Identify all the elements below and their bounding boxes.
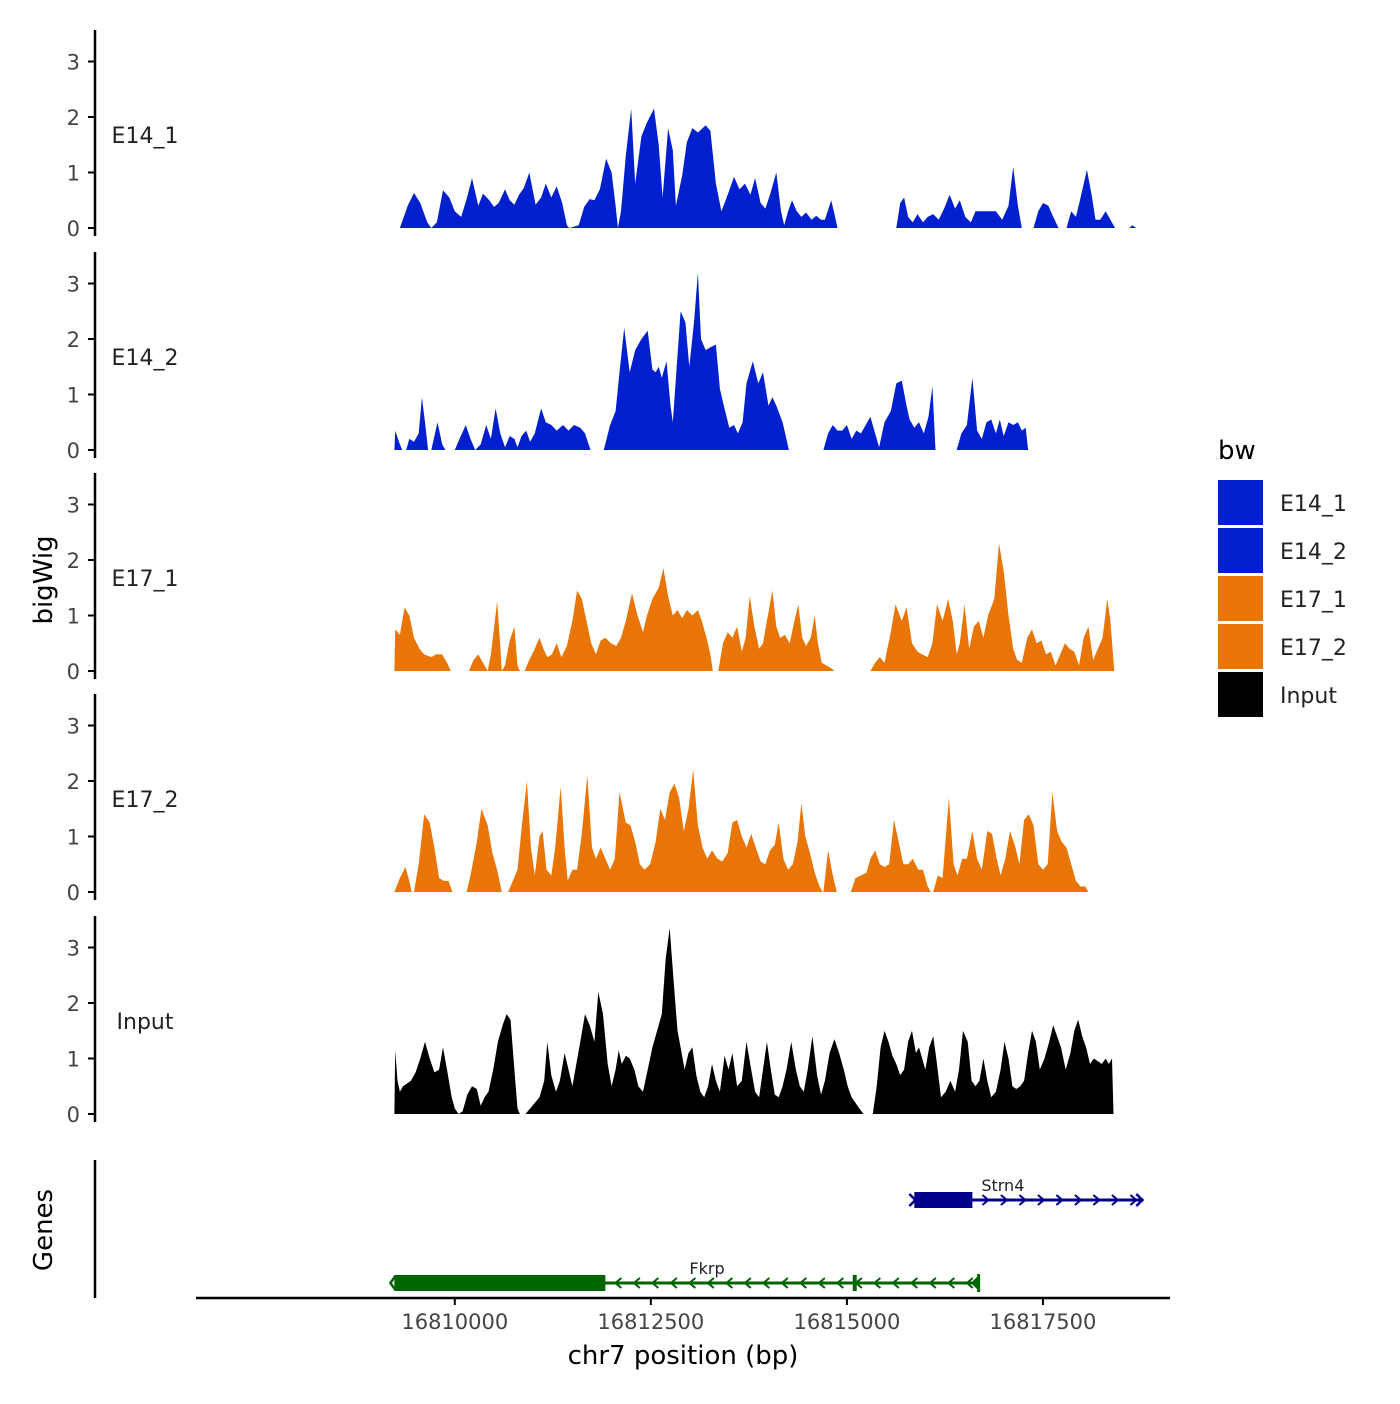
- legend-swatch: [1218, 528, 1263, 573]
- strand-arrow: [908, 1193, 918, 1207]
- track-e14-2: 0 1 2 3 E14_2: [67, 252, 1029, 463]
- strand-arrow: [1111, 1194, 1120, 1206]
- legend-item-e14-2: E14_2: [1218, 528, 1347, 573]
- y-tick-label: 3: [67, 494, 80, 518]
- strand-arrow: [1092, 1194, 1101, 1206]
- x-tick-label: 16810000: [401, 1310, 508, 1334]
- y-tick-label: 2: [67, 770, 80, 794]
- y-tick-label: 1: [67, 384, 80, 408]
- track-input: 0 1 2 3 Input: [67, 916, 1114, 1127]
- legend-label: E17_1: [1280, 588, 1347, 613]
- strand-arrow: [1055, 1194, 1064, 1206]
- genes-axis-title: Genes: [29, 1189, 59, 1271]
- strand-arrow: [909, 1277, 919, 1289]
- gene-cds-block: [394, 1275, 606, 1291]
- y-tick-label: 3: [67, 273, 80, 297]
- strand-arrow: [946, 1277, 956, 1289]
- strand-arrow: [817, 1277, 826, 1289]
- y-tick-label: 0: [67, 1103, 80, 1127]
- strand-arrow: [388, 1275, 397, 1291]
- strand-arrow: [706, 1277, 715, 1289]
- gene-cds-block: [914, 1192, 973, 1208]
- legend-label: Input: [1280, 684, 1337, 709]
- strand-arrow: [872, 1277, 882, 1289]
- legend-item-e17-1: E17_1: [1218, 576, 1347, 621]
- signal-area: [394, 769, 1089, 892]
- x-tick-label: 16815000: [793, 1310, 900, 1334]
- y-tick-label: 1: [67, 605, 80, 629]
- legend-label: E17_2: [1280, 636, 1347, 661]
- strand-arrow: [1037, 1194, 1046, 1206]
- track-label: Input: [117, 1010, 174, 1035]
- signal-area: [394, 928, 1114, 1114]
- strand-arrow: [632, 1277, 641, 1289]
- x-tick-label: 16812500: [597, 1310, 704, 1334]
- y-tick-label: 3: [67, 51, 80, 75]
- track-e17-1: 0 1 2 3 E17_1: [67, 473, 1115, 684]
- signal-area: [394, 272, 1029, 450]
- gene-label: Fkrp: [689, 1259, 724, 1278]
- strand-arrow: [1018, 1194, 1027, 1206]
- legend-swatch: [1218, 624, 1263, 669]
- y-tick-label: 0: [67, 660, 80, 684]
- track-label: E17_2: [112, 788, 179, 813]
- legend-item-e17-2: E17_2: [1218, 624, 1347, 669]
- gene-label: Strn4: [981, 1176, 1024, 1195]
- y-tick-label: 2: [67, 106, 80, 130]
- legend-title: bw: [1218, 436, 1256, 466]
- track-label: E14_2: [112, 346, 179, 371]
- gene-fkrp: Fkrp: [388, 1259, 981, 1292]
- strand-arrow: [613, 1277, 623, 1289]
- strand-arrow: [687, 1277, 697, 1289]
- signal-area: [399, 108, 1137, 228]
- strand-arrow: [1000, 1194, 1009, 1206]
- strand-arrow: [761, 1277, 771, 1289]
- strand-arrow: [981, 1194, 990, 1206]
- y-tick-label: 1: [67, 162, 80, 186]
- y-tick-label: 1: [67, 1048, 80, 1072]
- strand-arrow: [970, 1276, 979, 1290]
- strand-arrow: [743, 1277, 752, 1289]
- signal-area: [394, 543, 1115, 671]
- y-tick-label: 0: [67, 217, 80, 241]
- legend-item-e14-1: E14_1: [1218, 480, 1347, 525]
- legend-label: E14_2: [1280, 540, 1347, 565]
- track-e17-2: 0 1 2 3 E17_2: [67, 694, 1089, 905]
- legend-item-input: Input: [1218, 672, 1337, 717]
- legend-swatch: [1218, 480, 1263, 525]
- y-tick-label: 3: [67, 937, 80, 961]
- x-tick-label: 16817500: [990, 1310, 1097, 1334]
- legend-swatch: [1218, 576, 1263, 621]
- strand-arrow: [798, 1277, 808, 1289]
- strand-arrow: [965, 1277, 974, 1289]
- strand-arrow: [835, 1277, 845, 1289]
- strand-arrow: [780, 1277, 789, 1289]
- y-tick-label: 1: [67, 826, 80, 850]
- strand-arrow: [1129, 1194, 1138, 1206]
- track-label: E14_1: [112, 124, 179, 149]
- y-tick-label: 2: [67, 328, 80, 352]
- y-tick-label: 0: [67, 439, 80, 463]
- y-tick-label: 3: [67, 715, 80, 739]
- strand-arrow: [650, 1277, 660, 1289]
- legend-label: E14_1: [1280, 492, 1347, 517]
- y-tick-label: 0: [67, 881, 80, 905]
- strand-arrow: [1074, 1194, 1083, 1206]
- strand-arrow: [724, 1277, 734, 1289]
- strand-arrow: [928, 1277, 937, 1289]
- y-tick-label: 2: [67, 549, 80, 573]
- x-axis-title: chr7 position (bp): [568, 1341, 799, 1371]
- gene-strn4: Strn4: [908, 1176, 1145, 1208]
- strand-arrow: [669, 1277, 678, 1289]
- strand-arrow: [1135, 1193, 1145, 1207]
- track-label: E17_1: [112, 567, 179, 592]
- strand-arrow: [891, 1277, 900, 1289]
- y-tick-label: 2: [67, 992, 80, 1016]
- track-e14-1: 0 1 2 3 E14_1: [67, 30, 1137, 241]
- legend-swatch: [1218, 672, 1263, 717]
- y-axis-title: bigWig: [29, 535, 59, 624]
